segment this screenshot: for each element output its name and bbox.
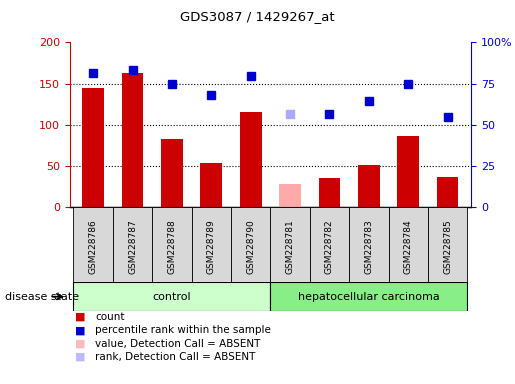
- Text: GSM228789: GSM228789: [207, 219, 216, 274]
- Bar: [319, 178, 340, 207]
- Text: GSM228787: GSM228787: [128, 219, 137, 274]
- Text: GSM228788: GSM228788: [167, 219, 177, 274]
- Bar: [310, 207, 349, 282]
- Bar: [152, 207, 192, 282]
- Text: GSM228786: GSM228786: [89, 219, 98, 274]
- Bar: [82, 88, 104, 207]
- Text: GSM228782: GSM228782: [325, 219, 334, 274]
- Bar: [358, 165, 380, 207]
- Text: ■: ■: [75, 312, 85, 322]
- Text: hepatocellular carcinoma: hepatocellular carcinoma: [298, 291, 440, 302]
- Bar: [428, 207, 467, 282]
- Text: ■: ■: [75, 339, 85, 349]
- Text: disease state: disease state: [5, 291, 79, 302]
- Bar: [279, 184, 301, 207]
- Text: GDS3087 / 1429267_at: GDS3087 / 1429267_at: [180, 10, 335, 23]
- Bar: [200, 163, 222, 207]
- Text: GSM228790: GSM228790: [246, 219, 255, 274]
- Text: count: count: [95, 312, 125, 322]
- Bar: [192, 207, 231, 282]
- Text: GSM228781: GSM228781: [285, 219, 295, 274]
- Bar: [231, 207, 270, 282]
- Bar: [349, 207, 388, 282]
- Text: GSM228784: GSM228784: [404, 219, 413, 274]
- Text: ■: ■: [75, 325, 85, 335]
- Text: control: control: [152, 291, 191, 302]
- Bar: [113, 207, 152, 282]
- Bar: [388, 207, 428, 282]
- Bar: [270, 207, 310, 282]
- Text: GSM228785: GSM228785: [443, 219, 452, 274]
- Text: value, Detection Call = ABSENT: value, Detection Call = ABSENT: [95, 339, 261, 349]
- Bar: [437, 177, 458, 207]
- Bar: [270, 282, 467, 311]
- Bar: [161, 139, 183, 207]
- Text: ■: ■: [75, 352, 85, 362]
- Bar: [74, 207, 113, 282]
- Bar: [240, 113, 262, 207]
- Text: percentile rank within the sample: percentile rank within the sample: [95, 325, 271, 335]
- Bar: [74, 282, 270, 311]
- Bar: [122, 73, 143, 207]
- Text: rank, Detection Call = ABSENT: rank, Detection Call = ABSENT: [95, 352, 255, 362]
- Bar: [398, 136, 419, 207]
- Text: GSM228783: GSM228783: [364, 219, 373, 274]
